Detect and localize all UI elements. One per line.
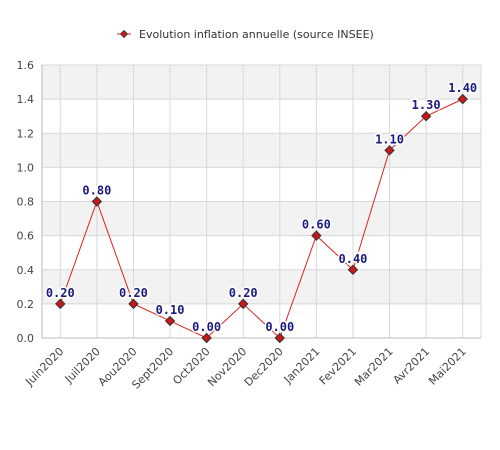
legend-marker-swatch — [119, 29, 129, 39]
data-label: 0.80 — [82, 184, 111, 198]
data-label: 0.60 — [302, 218, 331, 232]
x-tick-label: Juin2020 — [22, 345, 66, 389]
data-label: 0.20 — [46, 286, 75, 300]
x-tick-label: Jan2021 — [281, 345, 323, 387]
data-label: 1.30 — [412, 98, 441, 112]
legend-entry: Evolution inflation annuelle (source INS… — [139, 28, 374, 41]
series-line — [59, 98, 463, 339]
x-tick-label: Dec2020 — [242, 345, 286, 389]
series-markers — [55, 93, 468, 344]
x-tick-label: Mar2021 — [352, 345, 396, 389]
data-point-marker — [274, 332, 285, 344]
data-label: 0.10 — [156, 303, 185, 317]
data-label: 1.40 — [448, 81, 477, 95]
y-tick-label: 1.0 — [17, 161, 35, 174]
y-axis-tick-labels: 0.0 0.2 0.4 0.6 0.8 1.0 1.2 1.4 1.6 — [17, 59, 35, 345]
x-tick-label: Mai2021 — [426, 345, 469, 388]
data-point-marker — [201, 332, 212, 344]
data-point-marker — [384, 145, 395, 156]
data-point-marker — [238, 298, 249, 310]
y-tick-label: 1.2 — [17, 127, 35, 140]
x-tick-label: Nov2020 — [205, 345, 249, 389]
data-point-marker — [55, 298, 66, 310]
plot-band — [42, 269, 481, 304]
x-tick-label: Avr2021 — [391, 345, 433, 387]
data-label: 0.40 — [339, 252, 368, 266]
data-label: 0.00 — [265, 320, 294, 334]
plot-band — [42, 65, 481, 100]
data-label: 1.10 — [375, 132, 404, 146]
y-tick-label: 0.6 — [17, 230, 35, 243]
data-label: 0.20 — [119, 286, 148, 300]
x-axis-tick-labels: Juin2020Juil2020Aou2020Sept2020Oct2020No… — [22, 345, 468, 392]
data-point-marker — [311, 230, 322, 241]
legend: Evolution inflation annuelle (source INS… — [117, 28, 374, 41]
data-label: 0.00 — [192, 320, 221, 334]
y-tick-label: 0.2 — [17, 298, 35, 311]
plot-bands — [42, 65, 481, 304]
data-point-marker — [128, 298, 139, 310]
y-tick-label: 0.4 — [17, 264, 35, 277]
axes — [41, 65, 482, 339]
data-point-marker — [420, 110, 432, 122]
y-tick-label: 1.6 — [17, 59, 35, 72]
plot-band — [42, 133, 481, 168]
data-point-marker — [457, 93, 468, 105]
y-tick-label: 1.4 — [17, 93, 35, 106]
data-point-marker — [347, 264, 359, 275]
series-line-path — [59, 98, 463, 339]
y-tick-label: 0.0 — [17, 332, 35, 345]
data-labels: 0.20 0.80 0.20 0.10 0.00 0.20 0.00 0.60 0.40 1.10… — [44, 80, 478, 336]
data-point-marker — [91, 196, 103, 207]
y-tick-label: 0.8 — [17, 196, 35, 209]
data-point-marker — [164, 315, 176, 327]
plot-band — [42, 201, 481, 236]
data-label: 0.20 — [229, 286, 258, 300]
